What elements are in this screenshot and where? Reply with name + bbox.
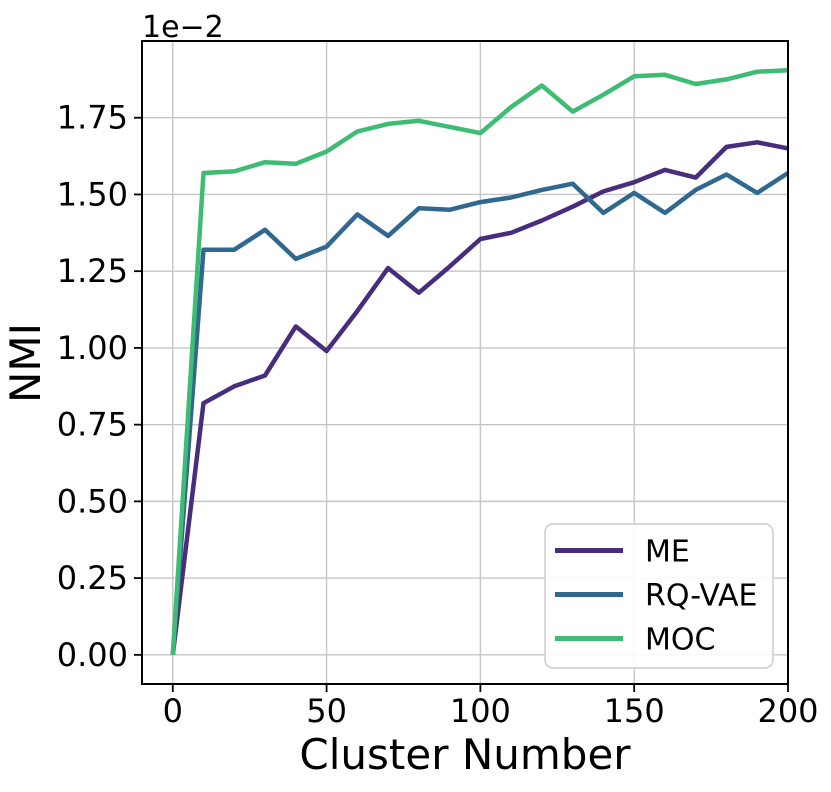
y-tick-label: 1.75 bbox=[57, 99, 128, 137]
series-line-moc bbox=[170, 67, 789, 655]
plot-border bbox=[141, 40, 789, 685]
y-tick-label: 0.75 bbox=[57, 406, 128, 444]
x-tick-label: 100 bbox=[450, 692, 511, 730]
y-axis-offset-text: 1e−2 bbox=[142, 10, 224, 45]
legend-box bbox=[544, 523, 774, 669]
x-tick-label: 150 bbox=[604, 692, 665, 730]
series-line-rq-vae bbox=[170, 171, 790, 655]
y-tick-label: 0.00 bbox=[57, 636, 128, 674]
legend: ME RQ-VAE MOC bbox=[544, 523, 774, 669]
y-tick-label: 1.50 bbox=[57, 175, 128, 213]
x-tick-label: 50 bbox=[306, 692, 347, 730]
x-tick-label: 200 bbox=[757, 692, 818, 730]
legend-label-rq-vae: RQ-VAE bbox=[645, 579, 757, 614]
x-tick-label: 0 bbox=[163, 692, 183, 730]
data-series-lines bbox=[170, 67, 790, 656]
legend-label-me: ME bbox=[645, 535, 690, 570]
y-tick-label: 1.25 bbox=[57, 252, 128, 290]
series-line-me bbox=[170, 140, 789, 656]
legend-label-moc: MOC bbox=[645, 623, 715, 658]
axes-spines bbox=[141, 40, 789, 685]
y-tick-label: 0.25 bbox=[57, 559, 128, 597]
y-axis-label: NMI bbox=[1, 323, 50, 403]
y-tick-label: 0.50 bbox=[57, 482, 128, 520]
x-axis-label: Cluster Number bbox=[299, 730, 631, 779]
y-tick-label: 1.00 bbox=[57, 329, 128, 367]
axis-ticks-and-labels: 0 50 100 150 200 0.00 0.25 0.50 0.75 1.00 1.25 1.50… bbox=[57, 99, 819, 730]
